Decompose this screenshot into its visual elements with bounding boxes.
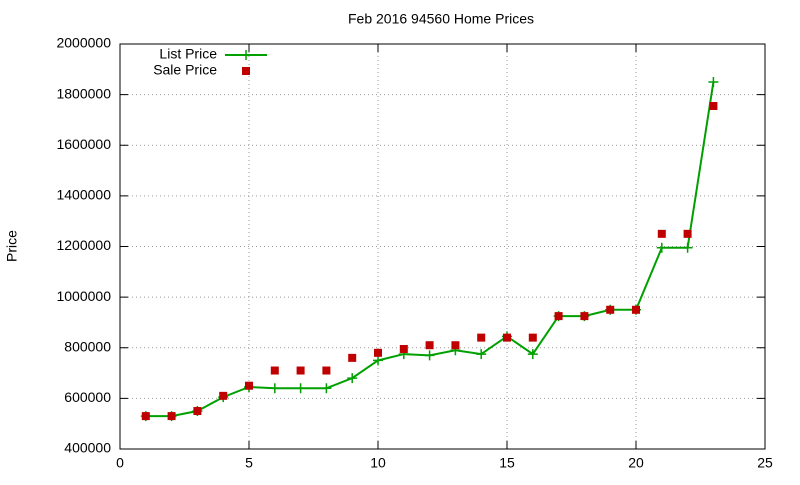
data-point — [219, 391, 228, 400]
x-tick-label: 15 — [499, 455, 515, 471]
x-tick-label: 5 — [245, 455, 253, 471]
data-point — [527, 349, 538, 360]
data-point — [373, 355, 383, 366]
data-point — [322, 366, 331, 375]
y-tick-label: 2000000 — [56, 35, 111, 51]
data-point — [348, 353, 357, 362]
data-point — [425, 341, 434, 350]
y-axis-label: Price — [4, 230, 20, 262]
data-point — [347, 373, 358, 384]
data-point — [632, 305, 640, 314]
x-tick-label: 25 — [757, 455, 773, 471]
data-point — [167, 412, 176, 421]
data-point — [424, 350, 435, 361]
data-point — [270, 366, 279, 375]
data-point — [606, 305, 615, 314]
chart-title: Feb 2016 94560 Home Prices — [348, 11, 534, 27]
y-tick-label: 1800000 — [56, 85, 111, 101]
data-point — [503, 333, 511, 342]
data-point — [269, 383, 280, 394]
data-point — [296, 366, 305, 375]
data-point — [451, 341, 460, 350]
plot-frame — [119, 43, 766, 450]
data-point — [709, 102, 718, 111]
x-tick-label: 0 — [116, 455, 124, 471]
data-point — [245, 381, 253, 390]
legend-marker — [241, 50, 251, 60]
data-point — [708, 76, 719, 87]
legend-label: List Price — [159, 46, 217, 62]
data-point — [141, 412, 150, 421]
data-point — [554, 312, 563, 321]
data-point — [321, 383, 332, 394]
data-point — [477, 333, 486, 342]
data-point — [580, 312, 589, 321]
y-tick-label: 600000 — [64, 389, 111, 405]
data-point — [476, 349, 487, 360]
y-tick-label: 1400000 — [56, 187, 111, 203]
x-tick-label: 10 — [370, 455, 386, 471]
data-point — [295, 383, 306, 394]
data-point — [656, 242, 667, 253]
legend-label: Sale Price — [153, 62, 217, 78]
x-tick-label: 20 — [628, 455, 644, 471]
data-point — [683, 229, 692, 238]
y-tick-label: 800000 — [64, 338, 111, 354]
y-tick-label: 1000000 — [56, 288, 111, 304]
data-point — [528, 333, 537, 342]
legend-marker — [242, 67, 250, 75]
y-tick-label: 400000 — [64, 440, 111, 456]
series-line — [145, 81, 715, 418]
y-tick-label: 1200000 — [56, 237, 111, 253]
y-tick-label: 1600000 — [56, 136, 111, 152]
data-point — [193, 407, 202, 416]
data-point — [682, 242, 693, 253]
data-point — [399, 345, 408, 354]
data-point — [657, 229, 666, 238]
data-point — [374, 348, 382, 357]
